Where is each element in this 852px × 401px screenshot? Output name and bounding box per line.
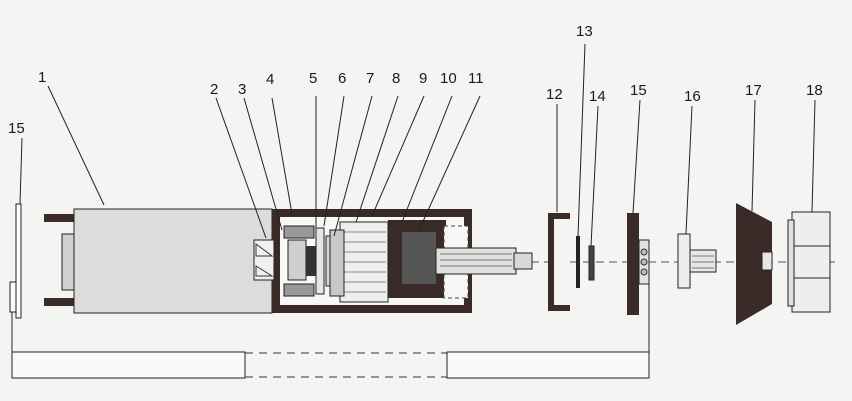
callout-4: 4 xyxy=(266,71,274,88)
callout-6: 6 xyxy=(338,70,346,87)
part-13-disc xyxy=(576,236,580,288)
callout-15-right: 15 xyxy=(630,82,647,99)
callout-11: 11 xyxy=(468,70,484,87)
callout-9: 9 xyxy=(419,70,427,87)
end-plate-right xyxy=(627,213,650,315)
callout-14: 14 xyxy=(589,88,606,105)
leader-lines xyxy=(19,43,816,247)
part-14-washer xyxy=(588,245,595,281)
callout-8: 8 xyxy=(392,70,400,87)
main-body xyxy=(44,208,273,314)
callout-15-left: 15 xyxy=(8,120,25,137)
part-18-cap xyxy=(787,211,831,313)
callout-13: 13 xyxy=(576,23,593,40)
callout-5: 5 xyxy=(309,70,317,87)
end-plate-left xyxy=(9,203,22,319)
callout-12: 12 xyxy=(546,86,563,103)
gear-housing xyxy=(253,209,533,313)
callout-10: 10 xyxy=(440,70,457,87)
callout-16: 16 xyxy=(684,88,701,105)
part-12-bracket xyxy=(548,213,570,311)
callout-labels: 15 1 2 3 4 5 6 7 8 9 10 11 12 13 14 15 1… xyxy=(8,23,823,137)
bottom-cover-strip xyxy=(11,262,650,379)
callout-3: 3 xyxy=(238,81,246,98)
callout-7: 7 xyxy=(366,70,374,87)
part-17-knob xyxy=(736,203,773,325)
callout-18: 18 xyxy=(806,82,823,99)
part-16-coupler xyxy=(677,233,717,289)
callout-17: 17 xyxy=(745,82,762,99)
callout-2: 2 xyxy=(210,81,218,98)
callout-1: 1 xyxy=(38,69,46,86)
